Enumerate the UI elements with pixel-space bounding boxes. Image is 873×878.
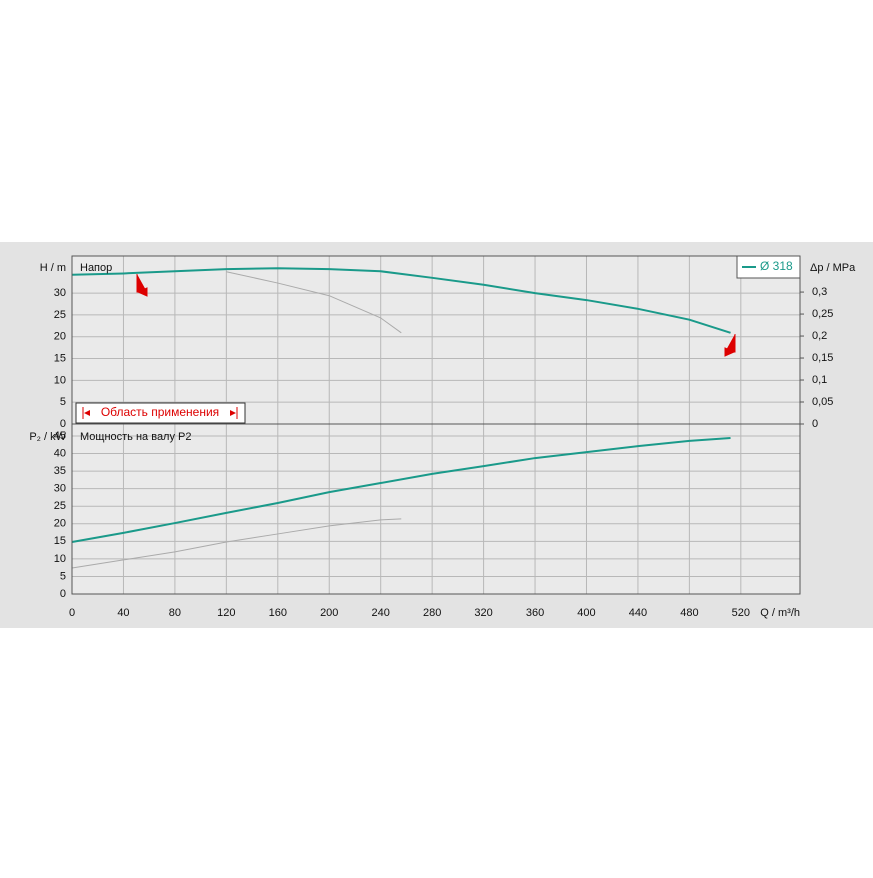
x-tick-label: 0 bbox=[69, 607, 75, 619]
y-tick-label: 25 bbox=[54, 309, 66, 321]
y-tick-label: 5 bbox=[60, 396, 66, 408]
y2-tick-label: 0,3 bbox=[812, 286, 827, 298]
x-tick-label: 480 bbox=[680, 607, 698, 619]
x-tick-label: 240 bbox=[372, 607, 390, 619]
annotation: Мощность на валу P2 bbox=[80, 431, 192, 443]
y2-tick-label: 0,1 bbox=[812, 374, 827, 386]
x-tick-label: 40 bbox=[117, 607, 129, 619]
series-line bbox=[226, 271, 402, 334]
annotation: Напор bbox=[80, 262, 112, 274]
x-tick-label: 360 bbox=[526, 607, 544, 619]
plot-area bbox=[72, 256, 800, 594]
y2-tick-label: 0,2 bbox=[812, 330, 827, 342]
plot-border bbox=[71, 423, 801, 595]
series-line bbox=[71, 267, 731, 334]
x-tick-label: 400 bbox=[577, 607, 595, 619]
range-label: Область применения bbox=[101, 405, 219, 419]
y-axis-label: P₂ / kW bbox=[29, 431, 66, 443]
y-tick-label: 35 bbox=[54, 465, 66, 477]
y2-axis-label: Δp / MPa bbox=[810, 262, 856, 274]
range-marker bbox=[724, 334, 736, 357]
y-tick-label: 15 bbox=[54, 535, 66, 547]
y-tick-label: 45 bbox=[54, 430, 66, 442]
x-tick-label: 200 bbox=[320, 607, 338, 619]
y2-tick-label: 0,15 bbox=[812, 352, 833, 364]
y-tick-label: 10 bbox=[54, 374, 66, 386]
y-tick-label: 30 bbox=[54, 287, 66, 299]
y-tick-label: 30 bbox=[54, 483, 66, 495]
x-tick-label: 320 bbox=[474, 607, 492, 619]
y-tick-label: 40 bbox=[54, 447, 66, 459]
x-axis-label: Q / m³/h bbox=[760, 607, 800, 619]
x-tick-label: 80 bbox=[169, 607, 181, 619]
y-tick-label: 0 bbox=[60, 418, 66, 430]
range-box bbox=[75, 402, 246, 424]
x-tick-label: 440 bbox=[629, 607, 647, 619]
x-tick-label: 120 bbox=[217, 607, 235, 619]
y-tick-label: 20 bbox=[54, 518, 66, 530]
y2-tick-label: 0,25 bbox=[812, 308, 833, 320]
y-tick-label: 0 bbox=[60, 588, 66, 600]
range-marker bbox=[136, 274, 148, 297]
y-tick-label: 20 bbox=[54, 331, 66, 343]
legend bbox=[736, 255, 801, 279]
range-ticks bbox=[82, 407, 238, 419]
x-tick-label: 280 bbox=[423, 607, 441, 619]
y-tick-label: 5 bbox=[60, 570, 66, 582]
y-axis-label: H / m bbox=[40, 262, 66, 274]
y2-tick-label: 0,05 bbox=[812, 396, 833, 408]
series-line bbox=[71, 518, 402, 569]
y-tick-label: 15 bbox=[54, 352, 66, 364]
x-tick-label: 520 bbox=[732, 607, 750, 619]
legend-label: Ø 318 bbox=[760, 259, 793, 273]
y2-tick-label: 0 bbox=[812, 418, 818, 430]
series-line bbox=[71, 437, 731, 544]
x-tick-label: 160 bbox=[269, 607, 287, 619]
marks bbox=[71, 267, 731, 569]
y-tick-label: 10 bbox=[54, 553, 66, 565]
y-tick-label: 25 bbox=[54, 500, 66, 512]
